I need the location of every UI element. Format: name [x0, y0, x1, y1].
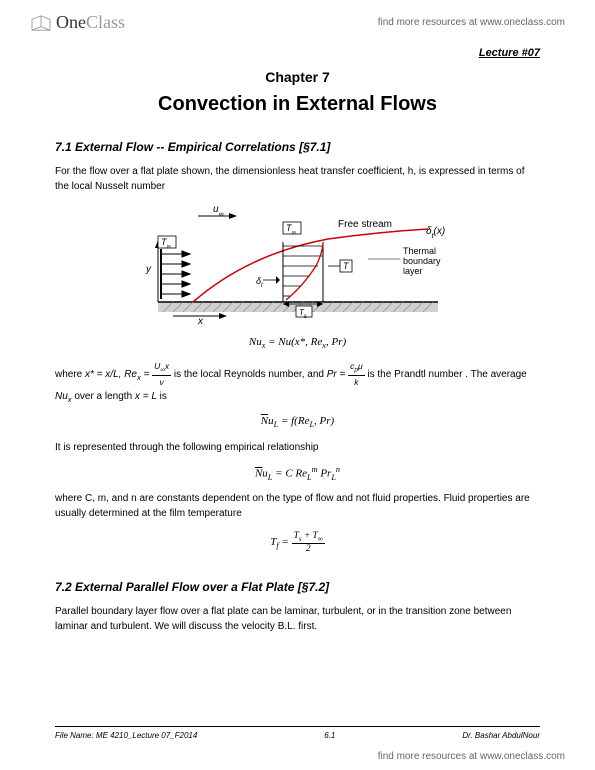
header-link[interactable]: find more resources at www.oneclass.com: [378, 17, 565, 28]
boundary-layer-diagram: y x u∞ T∞ T∞: [55, 204, 540, 324]
footer-center: 6.1: [324, 731, 335, 740]
chapter-label: Chapter 7: [55, 69, 540, 85]
para2b: is the local Reynolds number, and: [171, 369, 327, 380]
page-footer: File Name: ME 4210_Lecture 07_F2014 6.1 …: [55, 726, 540, 740]
section-7-1-heading: 7.1 External Flow -- Empirical Correlati…: [55, 140, 540, 154]
svg-text:x: x: [197, 316, 204, 324]
footer-left: File Name: ME 4210_Lecture 07_F2014: [55, 731, 197, 740]
svg-text:Free stream: Free stream: [338, 219, 392, 230]
logo-text: OneClass: [56, 12, 125, 33]
page-header: OneClass find more resources at www.onec…: [0, 0, 595, 41]
eq-empirical: NuL = C ReLm PrLn: [55, 465, 540, 482]
footer-right: Dr. Bashar AbdulNour: [462, 731, 540, 740]
logo-text-light: Class: [86, 12, 125, 32]
section-7-1-para3: It is represented through the following …: [55, 440, 540, 455]
para2a: where: [55, 369, 85, 380]
bottom-link[interactable]: find more resources at www.oneclass.com: [378, 751, 565, 762]
logo-icon: [30, 14, 52, 32]
eq-nux: Nux = Nu(x*, Rex, Pr): [55, 336, 540, 350]
svg-text:Thermal: Thermal: [403, 246, 436, 256]
para2e: is: [157, 391, 167, 402]
content: Chapter 7 Convection in External Flows 7…: [0, 59, 595, 634]
section-7-2-heading: 7.2 External Parallel Flow over a Flat P…: [55, 580, 540, 594]
eq-film-temp: Tf = Ts + T∞2: [55, 531, 540, 554]
svg-text:δt(x): δt(x): [426, 226, 445, 240]
svg-text:u∞: u∞: [213, 204, 224, 218]
section-7-1-para4: where C, m, and n are constants dependen…: [55, 491, 540, 521]
svg-text:y: y: [145, 264, 152, 275]
svg-text:δt: δt: [256, 276, 263, 289]
lecture-tag: Lecture #07: [0, 41, 595, 59]
logo: OneClass: [30, 12, 125, 33]
logo-text-dark: One: [56, 12, 86, 32]
para2d: over a length: [72, 391, 135, 402]
eq-nul-avg: NuL = f(ReL, Pr): [55, 415, 540, 429]
svg-text:layer: layer: [403, 266, 423, 276]
section-7-1-para1: For the flow over a flat plate shown, th…: [55, 164, 540, 194]
page-title: Convection in External Flows: [55, 93, 540, 116]
section-7-2-para1: Parallel boundary layer flow over a flat…: [55, 604, 540, 634]
svg-text:boundary: boundary: [403, 256, 441, 266]
section-7-1-para2: where x* = x/L, Rex = U∞xν is the local …: [55, 360, 540, 405]
para2c: is the Prandtl number . The average: [365, 369, 527, 380]
